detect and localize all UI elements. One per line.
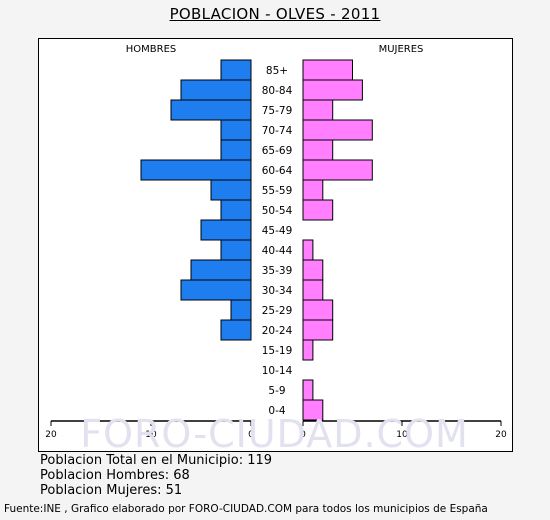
bar-men-70-74 <box>220 119 252 141</box>
bar-women-40-44 <box>302 239 314 261</box>
bar-women-80-84 <box>302 79 363 101</box>
bar-women-65-69 <box>302 139 334 161</box>
age-label-30-34: 30-34 <box>262 285 293 297</box>
age-label-60-64: 60-64 <box>262 165 293 177</box>
bar-women-5-9 <box>302 379 314 401</box>
population-pyramid: HOMBRES MUJERES 85+ 80-84 75-79 70-74 65-69 60-… <box>45 44 507 440</box>
bar-men-30-34 <box>180 279 252 301</box>
age-label-0-4: 0-4 <box>268 405 285 417</box>
bar-women-20-24 <box>302 319 334 341</box>
bar-women-15-19 <box>302 339 314 361</box>
x-tick-label-men-0: 0 <box>248 430 254 440</box>
legend-men-label: HOMBRES <box>126 44 177 55</box>
bar-women-75-79 <box>302 99 334 121</box>
bar-men-45-49 <box>200 219 252 241</box>
age-label-5-9: 5-9 <box>268 385 285 397</box>
bar-men-25-29 <box>230 299 252 321</box>
age-label-40-44: 40-44 <box>262 245 293 257</box>
bar-men-80-84 <box>180 79 252 101</box>
bar-women-70-74 <box>302 119 373 141</box>
bar-men-55-59 <box>210 179 252 201</box>
age-label-15-19: 15-19 <box>262 345 293 357</box>
age-label-75-79: 75-79 <box>262 105 293 117</box>
bar-men-50-54 <box>220 199 252 221</box>
x-tick-label-men-10: 10 <box>145 430 157 440</box>
men-population-text: Poblacion Hombres: 68 <box>40 468 190 483</box>
source-footer: Fuente:INE , Grafico elaborado por FORO-… <box>4 503 488 515</box>
bar-women-60-64 <box>302 159 373 181</box>
age-label-65-69: 65-69 <box>262 145 293 157</box>
chart-frame: HOMBRES MUJERES 85+ 80-84 75-79 70-74 65-69 60-… <box>38 38 513 452</box>
age-label-85+: 85+ <box>266 65 288 77</box>
bar-women-30-34 <box>302 279 324 301</box>
age-label-10-14: 10-14 <box>262 365 293 377</box>
age-label-70-74: 70-74 <box>262 125 293 137</box>
bar-women-55-59 <box>302 179 324 201</box>
bar-women-50-54 <box>302 199 334 221</box>
legend-women-label: MUJERES <box>379 44 424 55</box>
bar-men-65-69 <box>220 139 252 161</box>
x-tick-label-women-20: 20 <box>495 430 507 440</box>
x-tick-label-women-10: 10 <box>396 430 408 440</box>
chart-title: POBLACION - OLVES - 2011 <box>169 5 381 23</box>
age-label-50-54: 50-54 <box>262 205 293 217</box>
bar-men-20-24 <box>220 319 252 341</box>
age-label-35-39: 35-39 <box>262 265 293 277</box>
bar-women-25-29 <box>302 299 334 321</box>
bar-women-35-39 <box>302 259 324 281</box>
x-tick-label-women-0: 0 <box>300 430 306 440</box>
bar-men-85+ <box>220 59 252 81</box>
age-label-55-59: 55-59 <box>262 185 293 197</box>
bar-men-40-44 <box>220 239 252 261</box>
x-tick-label-men-20: 20 <box>45 430 57 440</box>
bar-men-75-79 <box>170 99 252 121</box>
bar-men-60-64 <box>140 159 252 181</box>
bar-women-85+ <box>302 59 353 81</box>
age-label-20-24: 20-24 <box>262 325 293 337</box>
age-label-80-84: 80-84 <box>262 85 293 97</box>
age-label-45-49: 45-49 <box>262 225 293 237</box>
bar-men-35-39 <box>190 259 252 281</box>
total-population-text: Poblacion Total en el Municipio: 119 <box>40 453 273 468</box>
women-population-text: Poblacion Mujeres: 51 <box>40 483 183 498</box>
bar-women-0-4 <box>302 399 324 421</box>
age-label-25-29: 25-29 <box>262 305 293 317</box>
